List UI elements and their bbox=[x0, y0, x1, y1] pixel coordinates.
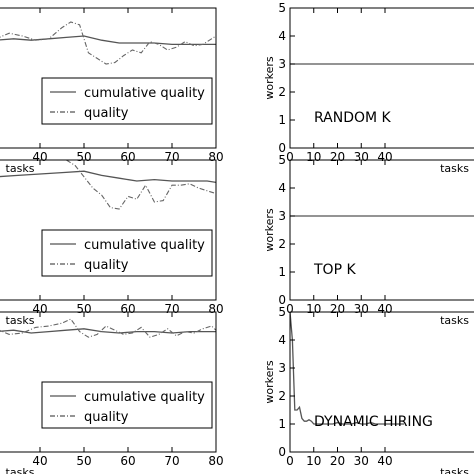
x-axis-label: tasks bbox=[440, 162, 469, 175]
legend-box bbox=[41, 381, 213, 429]
x-tick-label: 50 bbox=[76, 454, 91, 468]
x-tick-label: 0 bbox=[286, 150, 294, 164]
y-tick-label: 0 bbox=[278, 141, 286, 155]
y-tick-label: 1 bbox=[278, 417, 286, 431]
y-tick-label: 4 bbox=[278, 181, 286, 195]
x-tick-label: 70 bbox=[164, 454, 179, 468]
legend-box bbox=[41, 229, 213, 277]
x-axis-label: tasks bbox=[440, 466, 469, 474]
y-tick-label: 1 bbox=[278, 113, 286, 127]
legend-label: cumulative quality bbox=[84, 390, 205, 405]
axes-frame bbox=[0, 7, 217, 149]
y-tick-label: 5 bbox=[278, 153, 286, 167]
panel-annotation: RANDOM K bbox=[314, 110, 392, 126]
panel-quality-bottom: 40 50 60 70 80 tasks cumulative quality quality bbox=[0, 311, 224, 474]
x-tick-label: 30 bbox=[354, 454, 369, 468]
x-tick-label: 0 bbox=[286, 302, 294, 316]
axes-frame bbox=[0, 159, 217, 301]
series-line-cumulative-quality bbox=[0, 328, 216, 334]
panel-annotation: TOP K bbox=[313, 262, 356, 278]
x-tick-label: 10 bbox=[306, 454, 321, 468]
x-tick-label: 40 bbox=[32, 454, 47, 468]
x-axis-label: tasks bbox=[440, 314, 469, 327]
y-axis-label: workers bbox=[263, 56, 276, 100]
legend-label: cumulative quality bbox=[84, 238, 205, 253]
x-tick-label: 0 bbox=[286, 454, 294, 468]
y-tick-label: 0 bbox=[278, 445, 286, 459]
legend-label: quality bbox=[84, 106, 129, 121]
legend: cumulative quality quality bbox=[41, 229, 213, 277]
y-tick-label: 3 bbox=[278, 57, 286, 71]
legend-box bbox=[41, 77, 213, 125]
x-axis-label: tasks bbox=[6, 314, 35, 327]
legend-label: cumulative quality bbox=[84, 86, 205, 101]
panel-workers-bottom: 0 10 20 30 40 0 1 2 3 4 5 tasks workers DYNAMIC HIRIN… bbox=[263, 305, 474, 474]
legend: cumulative quality quality bbox=[41, 381, 213, 429]
y-tick-label: 0 bbox=[278, 293, 286, 307]
x-axis-label: tasks bbox=[6, 162, 35, 175]
series-line-quality bbox=[66, 160, 216, 210]
y-tick-label: 2 bbox=[278, 85, 286, 99]
x-tick-label: 80 bbox=[208, 454, 223, 468]
x-axis-label: tasks bbox=[6, 466, 35, 474]
y-tick-label: 5 bbox=[278, 1, 286, 15]
y-tick-label: 4 bbox=[278, 29, 286, 43]
y-tick-label: 3 bbox=[278, 361, 286, 375]
legend-label: quality bbox=[84, 258, 129, 273]
y-tick-label: 3 bbox=[278, 209, 286, 223]
axes-frame bbox=[289, 159, 474, 301]
x-tick-label: 60 bbox=[120, 454, 135, 468]
y-tick-label: 1 bbox=[278, 265, 286, 279]
axes-frame bbox=[0, 311, 217, 453]
series-line-cumulative-quality bbox=[0, 170, 216, 184]
y-tick-label: 2 bbox=[278, 389, 286, 403]
legend-label: quality bbox=[84, 410, 129, 425]
series-line-quality bbox=[0, 318, 216, 338]
legend: cumulative quality quality bbox=[41, 77, 213, 125]
x-tick-label: 40 bbox=[377, 454, 392, 468]
axes-frame bbox=[289, 311, 474, 453]
series-line-workers bbox=[290, 312, 404, 425]
axes-frame bbox=[289, 7, 474, 149]
y-axis-label: workers bbox=[263, 208, 276, 252]
y-tick-label: 2 bbox=[278, 237, 286, 251]
x-tick-label: 20 bbox=[330, 454, 345, 468]
panel-annotation: DYNAMIC HIRING bbox=[314, 414, 433, 430]
series-line-quality bbox=[0, 21, 216, 65]
y-tick-label: 5 bbox=[278, 305, 286, 319]
y-axis-label: workers bbox=[263, 360, 276, 404]
y-tick-label: 4 bbox=[278, 333, 286, 347]
